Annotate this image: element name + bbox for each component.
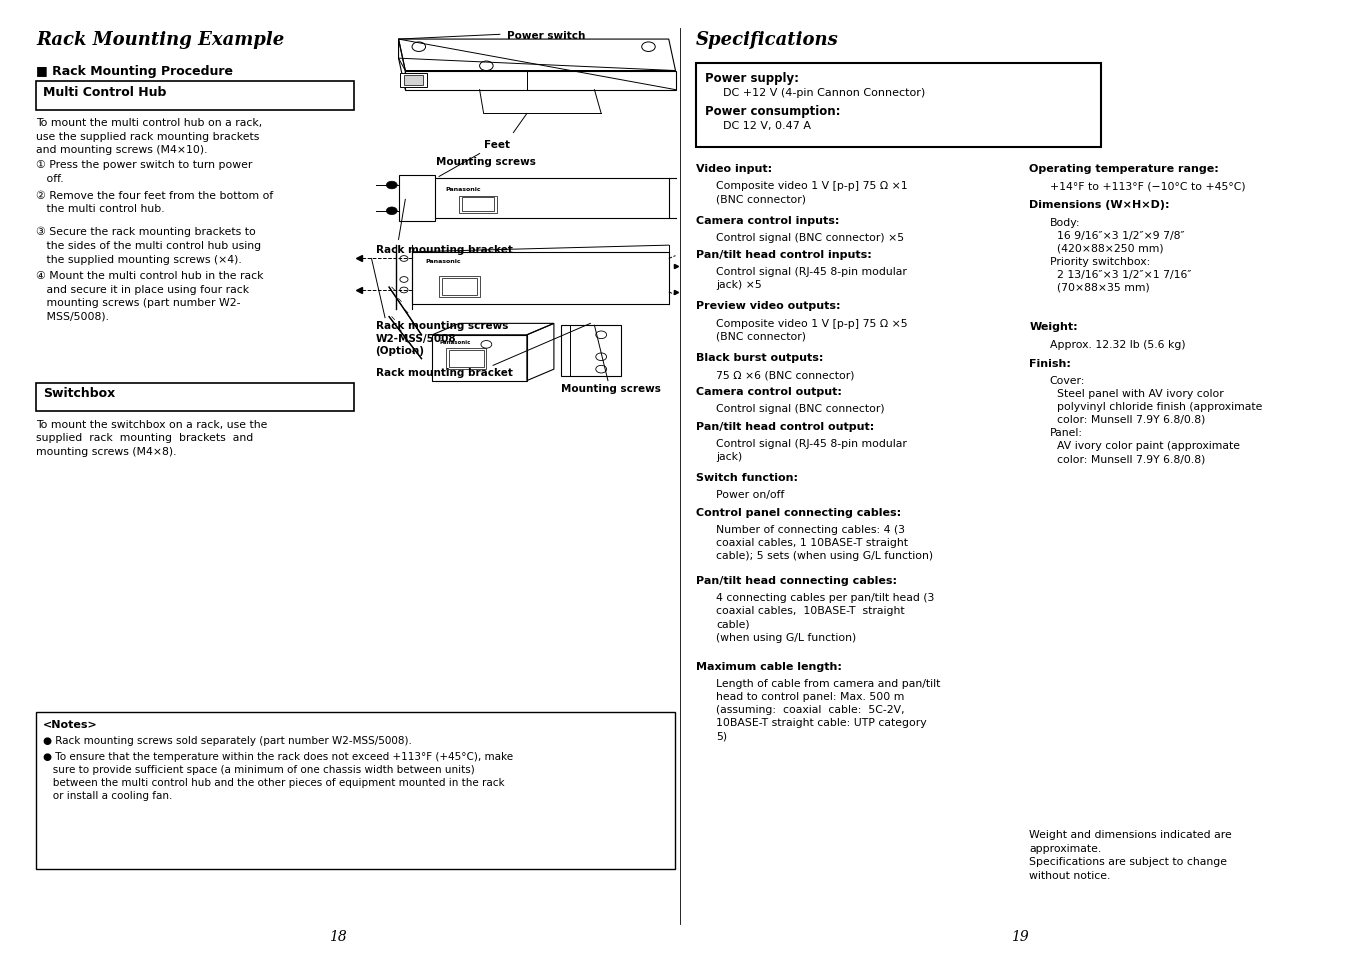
Text: Control panel connecting cables:: Control panel connecting cables: (696, 507, 901, 517)
Text: Panasonic: Panasonic (446, 187, 481, 192)
Text: 4 connecting cables per pan/tilt head (3
coaxial cables,  10BASE-T  straight
cab: 4 connecting cables per pan/tilt head (3… (716, 593, 935, 641)
Text: Composite video 1 V [p-p] 75 Ω ×1
(BNC connector): Composite video 1 V [p-p] 75 Ω ×1 (BNC c… (716, 181, 908, 204)
Bar (399, 176, 435, 222)
Text: 18: 18 (328, 929, 347, 943)
Bar (462, 198, 494, 212)
Bar (404, 76, 423, 86)
Text: +14°F to +113°F (−10°C to +45°C): +14°F to +113°F (−10°C to +45°C) (1050, 181, 1246, 191)
Text: Control signal (RJ-45 8-pin modular
jack) ×5: Control signal (RJ-45 8-pin modular jack… (716, 267, 907, 290)
Text: ● To ensure that the temperature within the rack does not exceed +113°F (+45°C),: ● To ensure that the temperature within … (43, 751, 513, 800)
Text: Rack mounting bracket: Rack mounting bracket (376, 245, 512, 254)
Text: ① Press the power switch to turn power
   off.: ① Press the power switch to turn power o… (36, 160, 253, 184)
Text: Operating temperature range:: Operating temperature range: (1029, 164, 1219, 173)
Text: Body:
  16 9/16″×3 1/2″×9 7/8″
  (420×88×250 mm)
Priority switchbox:
  2 13/16″×: Body: 16 9/16″×3 1/2″×9 7/8″ (420×88×250… (1050, 217, 1192, 293)
Text: DC +12 V (4-pin Cannon Connector): DC +12 V (4-pin Cannon Connector) (723, 88, 925, 97)
Text: Black burst outputs:: Black burst outputs: (696, 353, 823, 362)
Text: Maximum cable length:: Maximum cable length: (696, 661, 842, 671)
Text: Switchbox: Switchbox (43, 387, 115, 400)
Text: Power on/off: Power on/off (716, 490, 785, 499)
Text: Specifications: Specifications (696, 31, 839, 50)
Text: ● Rack mounting screws sold separately (part number W2-MSS/5008).: ● Rack mounting screws sold separately (… (43, 736, 412, 745)
Bar (36, 82, 354, 111)
Text: Weight and dimensions indicated are
approximate.
Specifications are subject to c: Weight and dimensions indicated are appr… (1029, 829, 1232, 880)
Text: Composite video 1 V [p-p] 75 Ω ×5
(BNC connector): Composite video 1 V [p-p] 75 Ω ×5 (BNC c… (716, 318, 908, 341)
Text: Switch function:: Switch function: (696, 473, 797, 482)
Text: Mounting screws: Mounting screws (436, 157, 536, 167)
Text: Pan/tilt head control output:: Pan/tilt head control output: (696, 421, 874, 431)
Bar (449, 351, 484, 368)
Bar (400, 74, 427, 88)
Bar (696, 64, 1101, 148)
Text: Panasonic: Panasonic (439, 339, 470, 344)
Bar (36, 712, 675, 869)
Circle shape (386, 208, 397, 215)
Text: ④ Mount the multi control hub in the rack
   and secure it in place using four r: ④ Mount the multi control hub in the rac… (36, 271, 263, 321)
Text: ③ Secure the rack mounting brackets to
   the sides of the multi control hub usi: ③ Secure the rack mounting brackets to t… (36, 227, 262, 264)
Text: Power consumption:: Power consumption: (705, 105, 840, 118)
Text: Cover:
  Steel panel with AV ivory color
  polyvinyl chloride finish (approximat: Cover: Steel panel with AV ivory color p… (1050, 375, 1262, 463)
Bar (459, 196, 497, 213)
Bar (439, 276, 480, 297)
Text: ■ Rack Mounting Procedure: ■ Rack Mounting Procedure (36, 65, 234, 78)
Text: DC 12 V, 0.47 A: DC 12 V, 0.47 A (723, 121, 811, 131)
Text: Rack mounting screws
W2-MSS/5008
(Option): Rack mounting screws W2-MSS/5008 (Option… (376, 321, 508, 355)
Text: Camera control output:: Camera control output: (696, 387, 842, 396)
Bar (446, 349, 486, 370)
Text: <Notes>: <Notes> (43, 720, 99, 729)
Bar (432, 179, 669, 219)
Text: Panasonic: Panasonic (426, 259, 461, 264)
Text: Power switch: Power switch (507, 31, 585, 41)
Text: Weight:: Weight: (1029, 322, 1078, 332)
Bar (412, 253, 669, 305)
Text: Pan/tilt head control inputs:: Pan/tilt head control inputs: (696, 250, 871, 259)
Text: Dimensions (W×H×D):: Dimensions (W×H×D): (1029, 200, 1170, 210)
Bar (442, 278, 477, 295)
Text: Rack Mounting Example: Rack Mounting Example (36, 31, 285, 50)
Text: Length of cable from camera and pan/tilt
head to control panel: Max. 500 m
(assu: Length of cable from camera and pan/tilt… (716, 679, 940, 740)
Text: Pan/tilt head connecting cables:: Pan/tilt head connecting cables: (696, 576, 897, 585)
Text: Preview video outputs:: Preview video outputs: (696, 301, 840, 311)
Text: 75 Ω ×6 (BNC connector): 75 Ω ×6 (BNC connector) (716, 370, 855, 379)
Text: Feet: Feet (484, 140, 511, 150)
Text: Video input:: Video input: (696, 164, 771, 173)
Text: Mounting screws: Mounting screws (561, 383, 661, 393)
Text: Camera control inputs:: Camera control inputs: (696, 215, 839, 225)
Text: Rack mounting bracket: Rack mounting bracket (376, 368, 512, 377)
Circle shape (386, 182, 397, 190)
Text: To mount the switchbox on a rack, use the
supplied  rack  mounting  brackets  an: To mount the switchbox on a rack, use th… (36, 419, 267, 456)
Text: ② Remove the four feet from the bottom of
   the multi control hub.: ② Remove the four feet from the bottom o… (36, 191, 274, 214)
Text: Control signal (RJ-45 8-pin modular
jack): Control signal (RJ-45 8-pin modular jack… (716, 438, 907, 461)
Text: Control signal (BNC connector): Control signal (BNC connector) (716, 404, 885, 414)
Text: Power supply:: Power supply: (705, 71, 800, 85)
Bar (36, 383, 354, 412)
Text: Finish:: Finish: (1029, 358, 1071, 368)
Text: 19: 19 (1011, 929, 1029, 943)
Text: Multi Control Hub: Multi Control Hub (43, 86, 166, 99)
Text: Approx. 12.32 lb (5.6 kg): Approx. 12.32 lb (5.6 kg) (1050, 339, 1185, 349)
Text: Number of connecting cables: 4 (3
coaxial cables, 1 10BASE-T straight
cable); 5 : Number of connecting cables: 4 (3 coaxia… (716, 524, 934, 560)
Text: To mount the multi control hub on a rack,
use the supplied rack mounting bracket: To mount the multi control hub on a rack… (36, 118, 262, 155)
Text: Control signal (BNC connector) ×5: Control signal (BNC connector) ×5 (716, 233, 904, 242)
